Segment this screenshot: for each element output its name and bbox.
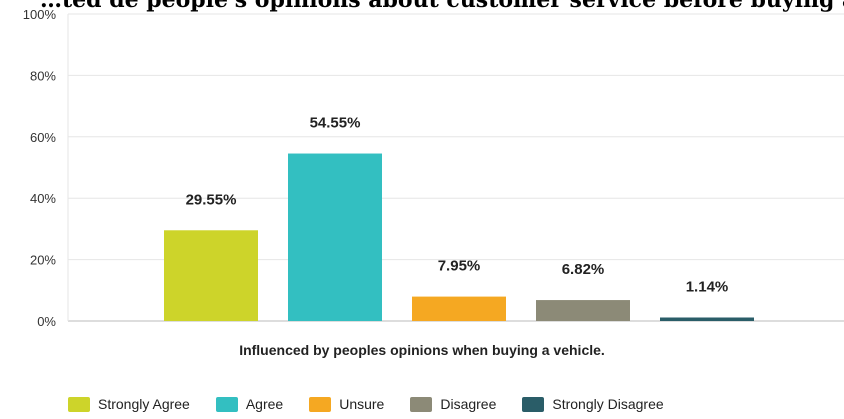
data-label: 54.55%: [310, 115, 361, 132]
y-tick-label: 100%: [23, 7, 57, 22]
legend-item: Strongly Agree: [68, 396, 190, 412]
chart-title: …ted de people's opinions about customer…: [40, 0, 844, 13]
bar-chart: 0% 20% 40% 60% 80% 100% 29.55% 54.55% 7.95% 6.82…: [23, 7, 844, 329]
bar-unsure: [412, 296, 506, 321]
y-tick-label: 80%: [30, 68, 56, 83]
legend-label: Agree: [245, 396, 284, 412]
legend-swatch: [215, 396, 238, 412]
legend: Strongly Agree Agree Unsure Disagree Strongl…: [68, 396, 690, 412]
bar-strongly-agree: [164, 230, 258, 321]
bars: [164, 153, 754, 321]
legend-item: Disagree: [410, 396, 496, 412]
data-label: 7.95%: [438, 258, 481, 275]
y-tick-label: 60%: [30, 130, 56, 145]
data-label: 1.14%: [686, 279, 729, 296]
bar-agree: [288, 153, 382, 321]
legend-label: Strongly Agree: [98, 396, 190, 412]
legend-label: Unsure: [339, 396, 385, 412]
bar-disagree: [536, 300, 630, 321]
legend-swatch: [522, 396, 545, 412]
legend-swatch: [410, 396, 433, 412]
data-label: 6.82%: [562, 261, 605, 278]
y-tick-label: 20%: [30, 253, 56, 268]
legend-label: Strongly Disagree: [552, 396, 664, 412]
y-tick-label: 0%: [37, 314, 56, 329]
legend-item: Agree: [215, 396, 284, 412]
data-labels: 29.55% 54.55% 7.95% 6.82% 1.14%: [186, 115, 729, 296]
legend-item: Strongly Disagree: [522, 396, 664, 412]
y-tick-label: 40%: [30, 191, 56, 206]
data-label: 29.55%: [186, 191, 237, 208]
y-axis: 0% 20% 40% 60% 80% 100%: [23, 7, 69, 329]
x-axis-label: Influenced by peoples opinions when buyi…: [239, 342, 605, 358]
bar-strongly-disagree: [660, 317, 754, 321]
legend-label: Disagree: [440, 396, 497, 412]
legend-swatch: [309, 396, 332, 412]
legend-swatch: [68, 396, 90, 412]
legend-item: Unsure: [309, 396, 384, 412]
